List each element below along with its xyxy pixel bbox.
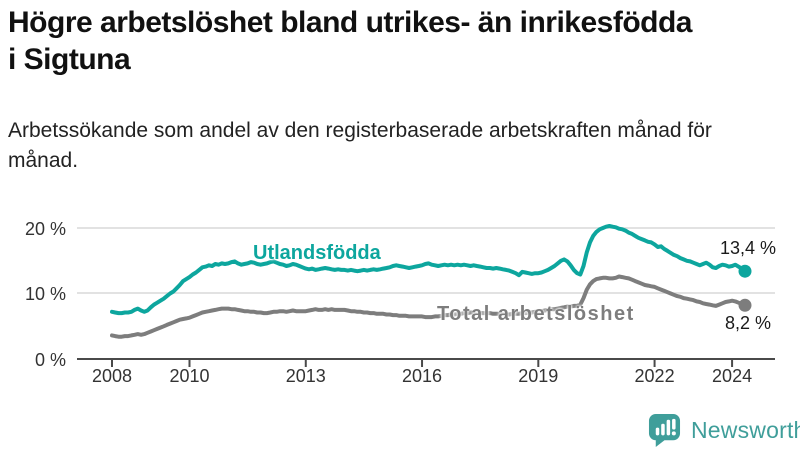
bar-chart-speech-bubble-icon bbox=[648, 413, 681, 447]
x-axis-label-2022: 2022 bbox=[634, 366, 675, 386]
x-axis-label-2013: 2013 bbox=[285, 366, 326, 386]
x-axis-label-2016: 2016 bbox=[402, 366, 443, 386]
chart-subtitle: Arbetssökande som andel av den registerb… bbox=[8, 119, 712, 172]
series-endpoint-total-arbetsloshet bbox=[738, 298, 752, 312]
series-line-utlandsfodda bbox=[110, 224, 747, 316]
y-axis-label-0: 0 % bbox=[34, 350, 66, 370]
series-line-total-arbetsloshet bbox=[110, 274, 747, 339]
x-axis-label-2024: 2024 bbox=[712, 366, 753, 386]
y-axis-label-20: 20 % bbox=[24, 219, 66, 239]
x-axis-ticks bbox=[111, 359, 734, 367]
x-axis-label-2019: 2019 bbox=[518, 366, 559, 386]
y-axis-label-10: 10 % bbox=[24, 284, 66, 304]
series-label-total-arbetsloshet: Total arbetslöshet bbox=[437, 303, 635, 325]
series-endpoint-utlandsfodda bbox=[738, 264, 752, 278]
newsworthy-logo: Newsworthy bbox=[648, 413, 800, 447]
x-axis-label-2008: 2008 bbox=[91, 366, 133, 386]
page-title: Högre arbetslöshet bland utrikes- än inr… bbox=[8, 6, 693, 76]
series-label-utlandsfodda: Utlandsfödda bbox=[253, 242, 381, 264]
end-value-total-arbetsloshet: 8,2 % bbox=[724, 313, 771, 333]
x-axis-label-2010: 2010 bbox=[169, 366, 210, 386]
newsworthy-logo-text: Newsworthy bbox=[691, 416, 800, 443]
end-value-utlandsfodda: 13,4 % bbox=[719, 238, 776, 258]
